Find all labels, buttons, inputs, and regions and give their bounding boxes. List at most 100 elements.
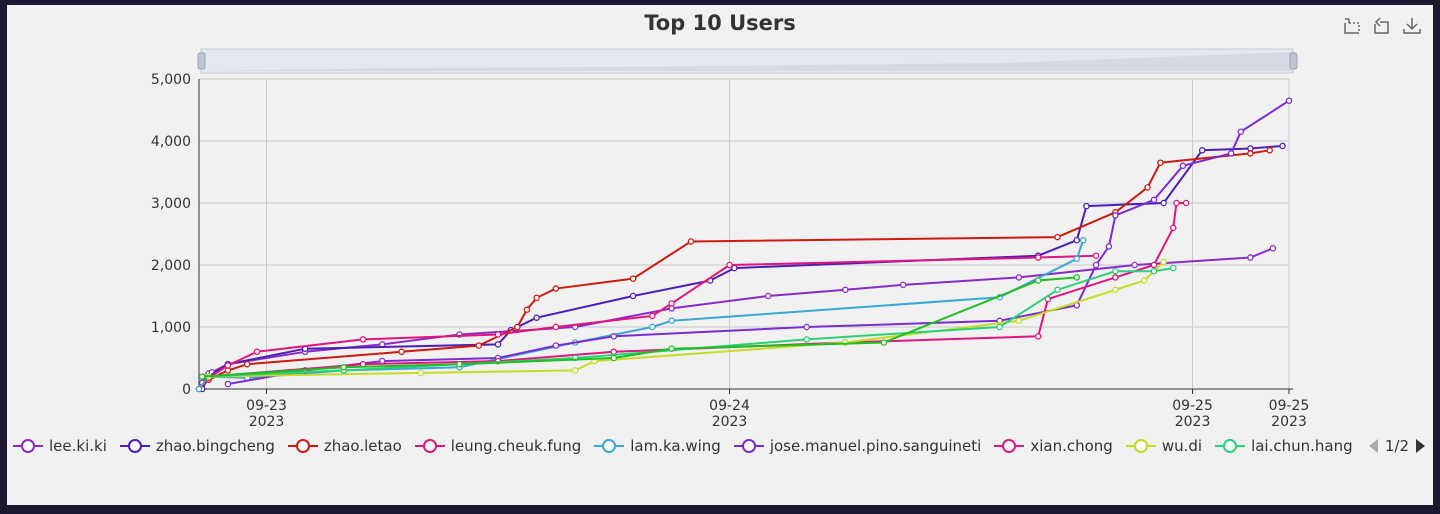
data-point: [1112, 267, 1119, 275]
data-point: [649, 312, 656, 320]
line-chart: 01,0002,0003,0004,0005,00009-23202309-24…: [151, 48, 1309, 430]
data-point: [880, 339, 888, 346]
legend-item[interactable]: lam.ka.wing: [594, 437, 721, 455]
legend-marker-icon: [994, 439, 1025, 453]
series-series-10: [198, 274, 1081, 380]
chevron-right-icon[interactable]: [1415, 438, 1427, 454]
data-point: [899, 281, 907, 289]
data-zoom-slider[interactable]: [197, 48, 1298, 74]
data-point: [224, 362, 232, 369]
legend-label: wu.di: [1161, 437, 1203, 455]
data-point: [1269, 245, 1277, 252]
legend-label: jose.manuel.pino.sanguineti: [769, 437, 982, 455]
data-point: [1015, 317, 1023, 325]
series-line: [198, 149, 1270, 390]
data-point: [1169, 224, 1177, 232]
data-point: [1150, 196, 1158, 204]
data-point: [1073, 236, 1081, 244]
legend-marker-icon: [287, 439, 318, 453]
data-point: [1112, 286, 1119, 294]
legend-label: leung.cheuk.fung: [450, 437, 582, 455]
data-point: [1015, 274, 1023, 281]
data-point: [1079, 236, 1087, 244]
series-line: [208, 202, 1187, 378]
data-zoom-handle-left[interactable]: [197, 52, 206, 70]
x-tick-year-label: 2023: [1271, 414, 1307, 430]
data-point: [1112, 212, 1119, 219]
data-zoom-handle-right[interactable]: [1289, 52, 1298, 70]
data-point: [1160, 199, 1167, 207]
data-point: [552, 342, 560, 349]
data-point: [1083, 202, 1090, 210]
legend-item[interactable]: lai.chun.hang: [1215, 437, 1353, 455]
data-point: [803, 323, 810, 331]
x-tick-label: 09-25: [1172, 398, 1213, 414]
data-point: [668, 345, 675, 352]
chevron-left-icon[interactable]: [1367, 438, 1379, 454]
data-point: [552, 323, 560, 331]
data-point: [1034, 333, 1042, 340]
data-point: [1157, 159, 1164, 166]
download-icon[interactable]: [1401, 15, 1423, 37]
data-point: [1160, 258, 1167, 266]
data-point: [533, 314, 540, 321]
legend-item[interactable]: zhao.letao: [287, 437, 402, 455]
data-point: [803, 336, 810, 343]
data-point: [1173, 199, 1180, 207]
series-leung-cheuk-fung: [205, 252, 1100, 382]
legend-item[interactable]: zhao.bingcheng: [119, 437, 275, 455]
legend-label: lam.ka.wing: [630, 437, 721, 455]
data-point: [1034, 277, 1042, 284]
data-point: [610, 348, 618, 356]
legend-marker-icon: [414, 439, 445, 453]
zoom-reset-icon[interactable]: [1371, 15, 1393, 37]
data-point: [1092, 261, 1100, 269]
data-point: [1073, 274, 1081, 281]
data-point: [1247, 150, 1254, 157]
x-tick-label: 09-24: [709, 398, 750, 414]
data-point: [1227, 150, 1235, 157]
data-point: [1279, 142, 1286, 150]
legend-item[interactable]: wu.di: [1125, 437, 1203, 455]
chart-panel: Top 10 Users 0 1,000 2,000 3,000 4,000 5,000 0…: [7, 5, 1433, 505]
data-point: [1150, 267, 1158, 275]
legend-label: lai.chun.hang: [1251, 437, 1353, 455]
data-point: [668, 300, 675, 307]
data-point: [533, 294, 540, 302]
data-point: [456, 360, 463, 368]
legend-pager: 1/2: [1362, 435, 1427, 457]
legend-page-indicator: 1/2: [1384, 437, 1409, 455]
data-point: [1034, 254, 1042, 261]
legend-marker-icon: [594, 439, 625, 453]
data-point: [195, 385, 203, 393]
data-point: [1112, 274, 1119, 281]
data-zoom-shadow: [201, 52, 1293, 71]
data-point: [1237, 128, 1245, 135]
data-point: [1131, 261, 1138, 269]
legend: lee.ki.ki zhao.bingcheng zhao.letao leung.c…: [13, 435, 1368, 457]
legend-item[interactable]: leung.cheuk.fung: [414, 437, 582, 455]
series-line: [202, 276, 1077, 378]
y-tick-label: 2,000: [151, 258, 191, 274]
zoom-icon[interactable]: [1341, 15, 1363, 37]
data-point: [198, 373, 206, 380]
data-point: [764, 292, 772, 300]
data-point: [417, 369, 425, 377]
data-point: [1169, 264, 1177, 272]
y-tick-label: 5,000: [151, 72, 191, 88]
data-point: [842, 286, 849, 294]
data-point: [224, 380, 232, 388]
data-point: [1141, 277, 1148, 284]
data-point: [1247, 254, 1254, 261]
legend-label: zhao.bingcheng: [155, 437, 275, 455]
data-point: [1266, 147, 1273, 154]
y-tick-label: 0: [182, 382, 191, 398]
data-point: [629, 292, 637, 300]
legend-item[interactable]: lee.ki.ki: [13, 437, 107, 455]
data-point: [687, 238, 695, 245]
legend-item[interactable]: xian.chong: [994, 437, 1113, 455]
data-point: [1182, 199, 1190, 207]
data-point: [629, 275, 637, 282]
legend-marker-icon: [13, 439, 43, 453]
legend-item[interactable]: jose.manuel.pino.sanguineti: [733, 437, 982, 455]
